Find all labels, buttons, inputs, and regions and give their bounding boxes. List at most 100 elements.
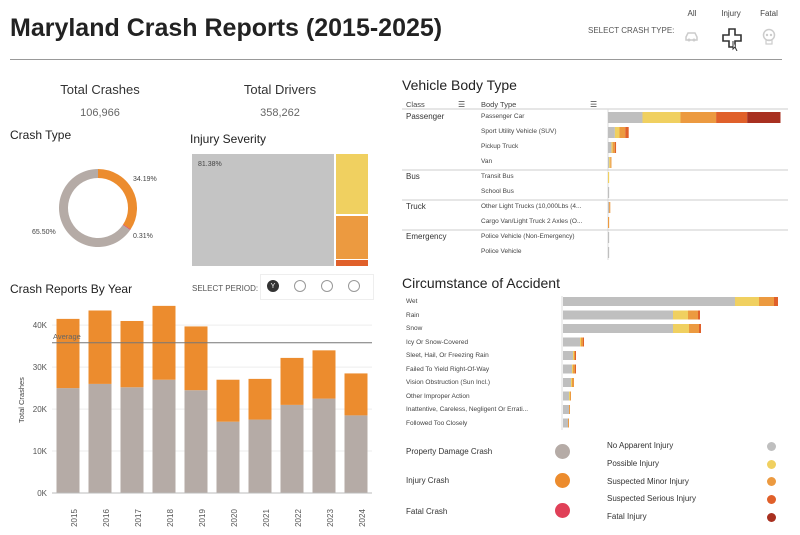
circ-bar-0-3[interactable] xyxy=(774,297,778,306)
circ-bar-8-0[interactable] xyxy=(563,405,569,414)
period-year-radio[interactable]: Y xyxy=(267,280,279,292)
vbt-bar-2-1[interactable] xyxy=(611,142,613,153)
circ-bar-9-0[interactable] xyxy=(563,418,568,428)
circ-bar-6-1[interactable] xyxy=(571,378,572,387)
year-bar-property-2020[interactable] xyxy=(216,421,240,493)
vbt-bar-1-2[interactable] xyxy=(619,127,626,138)
circ-bar-4-3[interactable] xyxy=(575,351,576,360)
circ-bar-3-0[interactable] xyxy=(563,337,580,347)
vbt-bar-3-0[interactable] xyxy=(608,157,610,168)
car-crash-icon[interactable] xyxy=(683,28,703,48)
vbt-bar-6-2[interactable] xyxy=(609,202,611,213)
circ-bar-7-0[interactable] xyxy=(563,391,569,401)
vbt-bar-3-1[interactable] xyxy=(609,157,611,168)
circ-bar-7-2[interactable] xyxy=(570,391,571,401)
circ-bar-9-2[interactable] xyxy=(568,418,569,428)
year-bar-injury-2021[interactable] xyxy=(248,378,272,420)
vbt-body-2[interactable]: Pickup Truck xyxy=(481,143,519,150)
vbt-body-4[interactable]: Transit Bus xyxy=(481,173,514,180)
circ-label-7[interactable]: Other Improper Action xyxy=(406,392,470,400)
circ-bar-4-0[interactable] xyxy=(563,351,573,360)
col-class-header[interactable]: Class xyxy=(406,100,425,109)
year-bar-injury-2017[interactable] xyxy=(120,320,144,388)
donut-slice-1[interactable] xyxy=(98,169,137,230)
year-bar-injury-2019[interactable] xyxy=(184,326,208,391)
circ-bar-7-1[interactable] xyxy=(569,391,570,401)
circ-bar-0-2[interactable] xyxy=(759,297,774,306)
year-bar-injury-2022[interactable] xyxy=(280,357,304,405)
circ-bar-2-2[interactable] xyxy=(689,324,699,333)
vbt-bar-9-0[interactable] xyxy=(608,247,610,258)
vbt-bar-0-2[interactable] xyxy=(680,112,717,123)
vbt-bar-3-2[interactable] xyxy=(610,157,612,168)
circ-bar-0-1[interactable] xyxy=(735,297,759,306)
legend-injury-dot[interactable] xyxy=(555,473,570,488)
legend-no-injury-dot[interactable] xyxy=(767,442,776,451)
vbt-bar-0-4[interactable] xyxy=(747,112,781,123)
year-bar-property-2023[interactable] xyxy=(312,398,336,493)
skull-icon[interactable] xyxy=(760,28,780,48)
year-bar-property-2017[interactable] xyxy=(120,387,144,493)
circ-bar-3-1[interactable] xyxy=(580,337,581,347)
circ-bar-1-2[interactable] xyxy=(688,310,698,320)
circ-bar-5-2[interactable] xyxy=(573,364,575,374)
circ-label-4[interactable]: Sleet, Hail, Or Freezing Rain xyxy=(406,352,489,359)
circ-bar-5-3[interactable] xyxy=(575,364,576,374)
medical-cross-icon[interactable] xyxy=(721,27,742,52)
year-bar-injury-2020[interactable] xyxy=(216,379,240,422)
legend-fatal-dot[interactable] xyxy=(555,503,570,518)
year-bar-property-2016[interactable] xyxy=(88,383,112,493)
vbt-bar-0-3[interactable] xyxy=(716,112,748,123)
vbt-bar-7-2[interactable] xyxy=(608,217,610,228)
treemap-no-injury[interactable] xyxy=(192,154,334,266)
circ-label-8[interactable]: Inattentive, Careless, Negligent Or Erra… xyxy=(406,406,529,413)
vbt-body-5[interactable]: School Bus xyxy=(481,188,514,195)
vbt-body-6[interactable]: Other Light Trucks (10,000Lbs (4... xyxy=(481,203,582,210)
vbt-bar-6-0[interactable] xyxy=(608,202,610,213)
circ-bar-2-0[interactable] xyxy=(563,324,673,333)
year-bar-property-2024[interactable] xyxy=(344,415,368,493)
period-day-radio[interactable] xyxy=(348,280,360,292)
sort-body-type-icon[interactable]: ☰ xyxy=(590,100,598,109)
circ-bar-2-3[interactable] xyxy=(699,324,701,333)
vbt-bar-1-0[interactable] xyxy=(608,127,615,138)
circ-bar-1-1[interactable] xyxy=(673,310,688,320)
year-bar-injury-2024[interactable] xyxy=(344,373,368,416)
year-bar-property-2022[interactable] xyxy=(280,404,304,493)
crash-type-donut[interactable] xyxy=(48,158,148,258)
circ-bar-5-0[interactable] xyxy=(563,364,572,374)
vbt-body-9[interactable]: Police Vehicle xyxy=(481,248,522,255)
sort-class-icon[interactable]: ☰ xyxy=(458,100,466,109)
vbt-body-1[interactable]: Sport Utility Vehicle (SUV) xyxy=(481,128,557,135)
vbt-bar-5-0[interactable] xyxy=(608,187,610,198)
circ-bar-1-0[interactable] xyxy=(563,310,673,320)
period-quarter-radio[interactable] xyxy=(294,280,306,292)
circ-label-6[interactable]: Vision Obstruction (Sun Incl.) xyxy=(406,379,491,386)
vbt-body-7[interactable]: Cargo Van/Light Truck 2 Axles (O... xyxy=(481,218,583,225)
vbt-bar-2-2[interactable] xyxy=(612,142,615,153)
vbt-bar-0-0[interactable] xyxy=(608,112,643,123)
legend-property-dot[interactable] xyxy=(555,444,570,459)
year-bar-property-2019[interactable] xyxy=(184,390,208,493)
circ-bar-4-1[interactable] xyxy=(573,351,574,360)
year-bar-injury-2023[interactable] xyxy=(312,350,336,399)
circ-label-0[interactable]: Wet xyxy=(406,298,418,305)
legend-serious-dot[interactable] xyxy=(767,495,776,504)
year-bar-injury-2016[interactable] xyxy=(88,310,112,384)
circ-bar-0-0[interactable] xyxy=(563,297,735,306)
treemap-serious-injury[interactable] xyxy=(336,260,368,266)
period-month-radio[interactable] xyxy=(321,280,333,292)
col-body-type-header[interactable]: Body Type xyxy=(481,100,517,109)
vbt-bar-8-0[interactable] xyxy=(608,232,610,243)
donut-slice-2[interactable] xyxy=(122,224,131,230)
vbt-bar-0-1[interactable] xyxy=(642,112,681,123)
circ-label-5[interactable]: Failed To Yield Right-Of-Way xyxy=(406,365,490,373)
legend-possible-dot[interactable] xyxy=(767,460,776,469)
legend-fatal-injury-dot[interactable] xyxy=(767,513,776,522)
circ-bar-4-2[interactable] xyxy=(574,351,575,360)
year-bar-property-2018[interactable] xyxy=(152,379,176,493)
circ-bar-2-1[interactable] xyxy=(673,324,689,333)
vbt-bar-1-1[interactable] xyxy=(614,127,620,138)
treemap-possible-injury[interactable] xyxy=(336,154,368,214)
circ-bar-5-1[interactable] xyxy=(572,364,573,374)
